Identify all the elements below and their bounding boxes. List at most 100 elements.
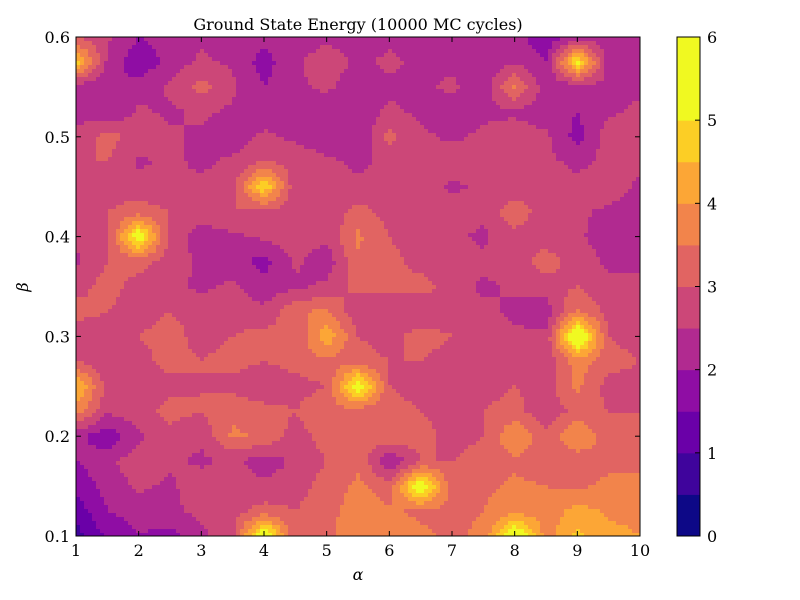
- heatmap-cell: [380, 65, 401, 70]
- heatmap-cell: [160, 61, 193, 66]
- heatmap-cell: [76, 61, 81, 66]
- heatmap-cell: [584, 289, 640, 294]
- heatmap-cell: [572, 365, 589, 370]
- heatmap-cell: [608, 325, 640, 330]
- heatmap-cell: [104, 385, 325, 390]
- heatmap-cell: [76, 493, 101, 498]
- heatmap-cell: [568, 81, 597, 86]
- heatmap-cell: [184, 325, 269, 330]
- heatmap-cell: [288, 533, 337, 536]
- heatmap-cell: [84, 533, 105, 536]
- heatmap-cell: [332, 381, 341, 386]
- heatmap-cell: [568, 341, 573, 346]
- heatmap-cell: [96, 145, 117, 150]
- heatmap-cell: [340, 509, 405, 514]
- heatmap-cell: [100, 401, 165, 406]
- heatmap-cell: [412, 493, 429, 498]
- heatmap-cell: [164, 249, 189, 254]
- heatmap-cell: [184, 329, 245, 334]
- heatmap-cell: [560, 261, 601, 266]
- heatmap-cell: [436, 133, 469, 138]
- heatmap-cell: [92, 285, 125, 290]
- heatmap-cell: [452, 333, 553, 338]
- heatmap-cell: [256, 521, 273, 526]
- heatmap-cell: [432, 473, 445, 478]
- heatmap-cell: [532, 437, 561, 442]
- heatmap-cell: [440, 505, 485, 510]
- heatmap-cell: [404, 109, 625, 114]
- heatmap-cell: [232, 69, 257, 74]
- heatmap-cell: [92, 413, 105, 418]
- heatmap-cell: [80, 529, 101, 534]
- heatmap-cell: [184, 145, 245, 150]
- heatmap-cell: [76, 277, 97, 282]
- heatmap-cell: [116, 441, 141, 446]
- heatmap-cell: [128, 237, 137, 242]
- heatmap-cell: [556, 77, 573, 82]
- heatmap-cell: [352, 393, 365, 398]
- heatmap-cell: [636, 361, 640, 366]
- heatmap-cell: [604, 61, 640, 66]
- heatmap-cell: [568, 321, 577, 326]
- heatmap-cell: [204, 453, 325, 458]
- heatmap-cell: [572, 329, 585, 334]
- heatmap-cell: [76, 49, 89, 54]
- heatmap-cell: [516, 385, 557, 390]
- heatmap-cell: [584, 373, 609, 378]
- heatmap-cell: [100, 53, 109, 58]
- heatmap-cell: [308, 329, 321, 334]
- heatmap-cell: [220, 61, 253, 66]
- heatmap-cell: [160, 257, 193, 262]
- heatmap-cell: [596, 81, 640, 86]
- heatmap-cell: [76, 93, 165, 98]
- heatmap-cell: [416, 449, 437, 454]
- heatmap-cell: [380, 461, 401, 466]
- heatmap-cell: [108, 509, 185, 514]
- heatmap-cell: [88, 401, 101, 406]
- heatmap-cell: [92, 513, 117, 518]
- heatmap-cell: [208, 417, 289, 422]
- heatmap-cell: [160, 365, 249, 370]
- heatmap-cell: [80, 461, 117, 466]
- heatmap-cell: [584, 381, 605, 386]
- heatmap-cell: [576, 345, 581, 350]
- heatmap-cell: [504, 65, 525, 70]
- heatmap-cell: [244, 185, 249, 190]
- heatmap-cell: [564, 49, 573, 54]
- heatmap-cell: [136, 157, 149, 162]
- heatmap-cell: [108, 249, 121, 254]
- heatmap-cell: [556, 357, 569, 362]
- heatmap-cell: [504, 425, 525, 430]
- heatmap-cell: [628, 105, 640, 110]
- heatmap-cell: [76, 197, 237, 202]
- heatmap-cell: [284, 457, 325, 462]
- heatmap-cell: [76, 369, 81, 374]
- heatmap-cell: [316, 477, 357, 482]
- heatmap-cell: [344, 373, 357, 378]
- heatmap-cell: [380, 393, 401, 398]
- colorbar-segment: [677, 244, 700, 287]
- heatmap-cell: [516, 97, 537, 102]
- heatmap-cell: [340, 225, 385, 230]
- heatmap-cell: [416, 501, 425, 506]
- heatmap-cell: [216, 437, 281, 442]
- heatmap-cell: [180, 489, 309, 494]
- heatmap-cell: [76, 233, 109, 238]
- heatmap-cell: [600, 321, 609, 326]
- heatmap-cell: [292, 301, 345, 306]
- heatmap-cell: [600, 305, 640, 310]
- heatmap-cell: [632, 365, 640, 370]
- heatmap-cell: [588, 293, 640, 298]
- heatmap-cell: [336, 369, 353, 374]
- heatmap-cell: [100, 493, 181, 498]
- heatmap-cell: [360, 369, 377, 374]
- heatmap-cell: [496, 533, 505, 536]
- heatmap-cell: [236, 77, 261, 82]
- colorbar-segment: [677, 369, 700, 412]
- heatmap-cell: [132, 113, 161, 118]
- heatmap-cell: [572, 381, 585, 386]
- heatmap-cell: [432, 289, 477, 294]
- heatmap-cell: [344, 297, 501, 302]
- heatmap-cell: [356, 477, 361, 482]
- heatmap-cell: [92, 397, 101, 402]
